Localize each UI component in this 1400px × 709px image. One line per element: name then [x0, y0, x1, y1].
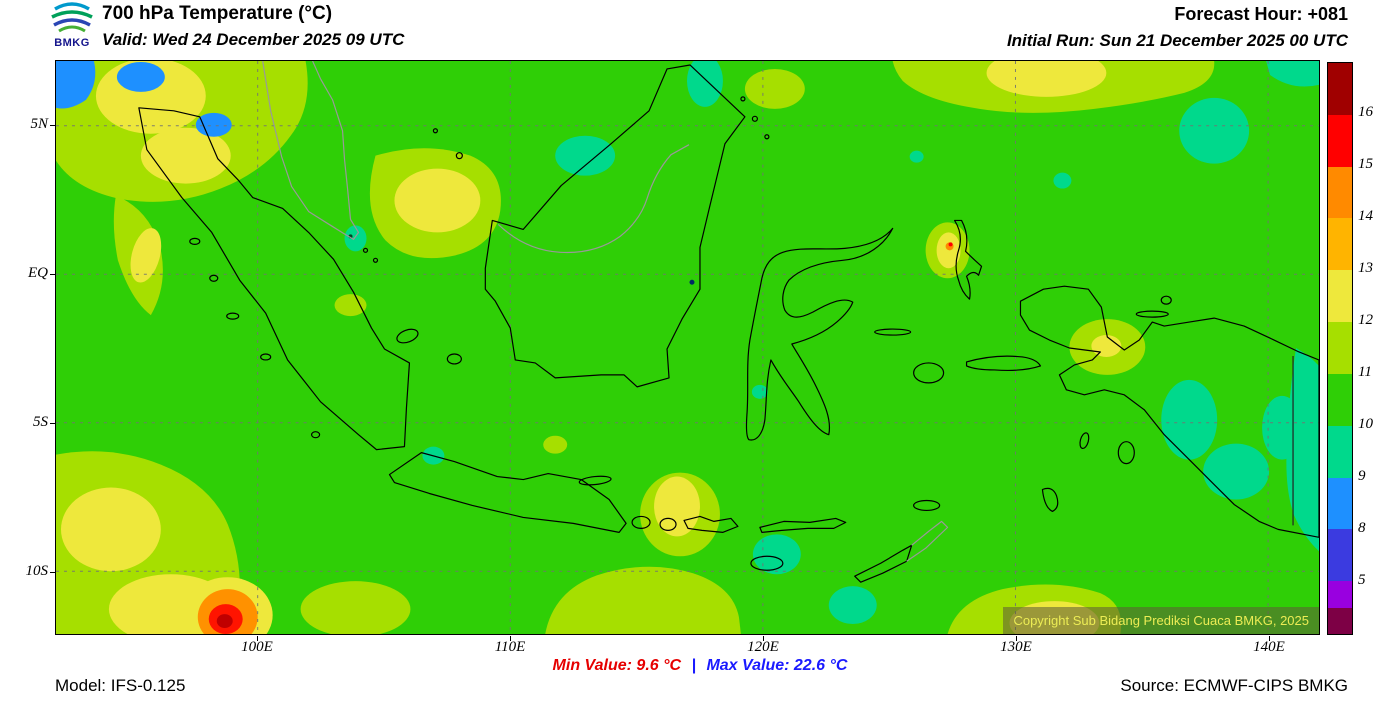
colorbar-label: 13 — [1358, 260, 1373, 276]
max-value-label: Max Value: — [706, 657, 790, 674]
colorbar-label: 8 — [1358, 520, 1366, 536]
colorbar-segment — [1328, 218, 1352, 271]
min-value: 9.6 °C — [636, 657, 682, 674]
min-value-label: Min Value: — [552, 657, 632, 674]
x-axis-label-110e: 110E — [494, 639, 526, 655]
colorbar-label: 10 — [1358, 416, 1373, 432]
x-axis-label-120e: 120E — [747, 639, 779, 655]
bmkg-logo-icon — [51, 2, 93, 33]
x-tick — [763, 636, 764, 641]
temperature-map: Copyright Sub Bidang Prediksi Cuaca BMKG… — [55, 60, 1320, 635]
temp-zone-blue — [56, 61, 232, 137]
y-axis-label-5n: 5N — [30, 116, 48, 132]
colorbar-segment — [1328, 63, 1352, 115]
y-axis-label-5s: 5S — [33, 414, 48, 430]
page-title: 700 hPa Temperature (°C) — [102, 3, 333, 24]
model-label: Model: IFS-0.125 — [55, 676, 186, 695]
y-tick — [50, 423, 55, 424]
colorbar-segment — [1328, 322, 1352, 374]
coastlines — [138, 64, 1319, 583]
colorbar-label: 5 — [1358, 572, 1366, 588]
y-tick — [50, 125, 55, 126]
colorbar-label: 16 — [1358, 104, 1373, 120]
colorbar-segment — [1328, 425, 1352, 478]
source-label: Source: ECMWF-CIPS BMKG — [1120, 676, 1348, 695]
colorbar-label: 15 — [1358, 156, 1373, 172]
colorbar-segment — [1328, 114, 1352, 167]
colorbar-label: 12 — [1358, 312, 1373, 328]
foreign-borders — [262, 61, 949, 562]
colorbar-segment — [1328, 529, 1352, 582]
colorbar-segment — [1328, 607, 1352, 634]
minmax-line: Min Value: 9.6 °C | Max Value: 22.6 °C — [0, 657, 1400, 675]
x-tick — [1269, 636, 1270, 641]
temperature-field-svg — [56, 61, 1319, 634]
colorbar-labels: 16 15 14 13 12 11 10 9 8 5 — [1358, 62, 1396, 635]
x-axis-label-130e: 130E — [1000, 639, 1032, 655]
y-axis-label-10s: 10S — [25, 563, 49, 579]
y-tick — [50, 572, 55, 573]
colorbar-segment — [1328, 373, 1352, 426]
colorbar-label: 9 — [1358, 468, 1366, 484]
colorbar-label: 14 — [1358, 208, 1373, 224]
x-tick — [510, 636, 511, 641]
gridlines — [56, 61, 1319, 634]
temp-warm-spot — [197, 242, 954, 634]
x-axis-label-100e: 100E — [241, 639, 273, 655]
colorbar-label: 11 — [1358, 364, 1372, 380]
y-axis-label-eq: EQ — [28, 265, 48, 281]
bmkg-logo-block: BMKG — [46, 2, 98, 49]
max-value: 22.6 °C — [793, 657, 848, 674]
valid-datetime: Valid: Wed 24 December 2025 09 UTC — [102, 30, 405, 49]
bmkg-logo-label: BMKG — [54, 37, 90, 49]
colorbar-segment — [1328, 270, 1352, 323]
colorbar-segment — [1328, 477, 1352, 530]
y-tick — [50, 274, 55, 275]
x-tick — [257, 636, 258, 641]
forecast-hour: Forecast Hour: +081 — [1174, 4, 1348, 24]
minmax-separator: | — [691, 657, 696, 674]
initial-run: Initial Run: Sun 21 December 2025 00 UTC — [1006, 31, 1348, 50]
colorbar — [1327, 62, 1353, 635]
x-axis-label-140e: 140E — [1253, 639, 1285, 655]
x-tick — [1016, 636, 1017, 641]
colorbar-segment — [1328, 166, 1352, 219]
temp-zone-teal — [344, 61, 1319, 625]
colorbar-segment — [1328, 581, 1352, 608]
copyright-notice: Copyright Sub Bidang Prediksi Cuaca BMKG… — [1003, 607, 1319, 634]
